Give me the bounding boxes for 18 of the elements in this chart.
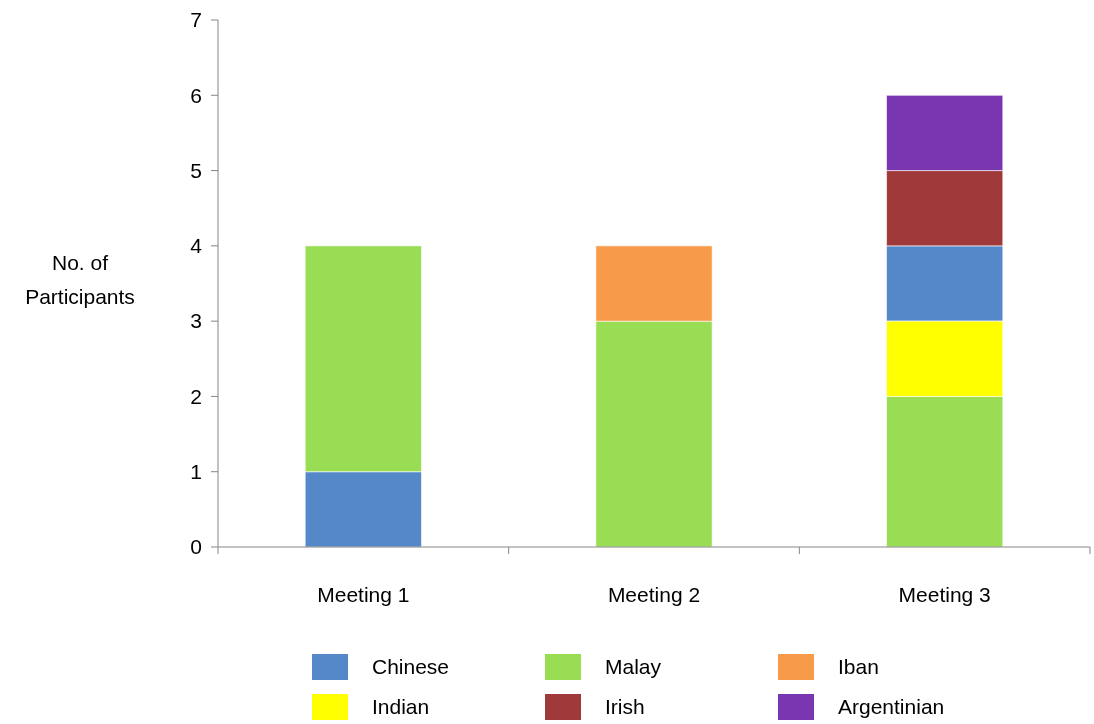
y-tick-label: 7 [190,8,202,32]
x-tick-label: Meeting 3 [898,583,991,606]
y-tick-label: 3 [190,309,202,333]
y-tick-label: 4 [190,234,203,258]
y-tick-label: 0 [190,535,202,559]
y-tick-label: 2 [190,384,202,408]
x-tick-label: Meeting 2 [607,583,701,606]
legend-label: Malay [605,655,662,679]
legend-label: Iban [838,655,879,679]
legend-label: Chinese [372,655,450,679]
legend-label: Irish [605,695,645,719]
y-tick-label: 6 [190,83,202,107]
y-tick-label: 5 [190,158,202,182]
legend-label: Indian [372,695,430,719]
x-tick-label: Meeting 1 [317,583,410,606]
y-axis-title: No. of Participants [25,251,135,308]
y-tick-label: 1 [190,460,202,484]
legend-label: Argentinian [838,695,945,719]
